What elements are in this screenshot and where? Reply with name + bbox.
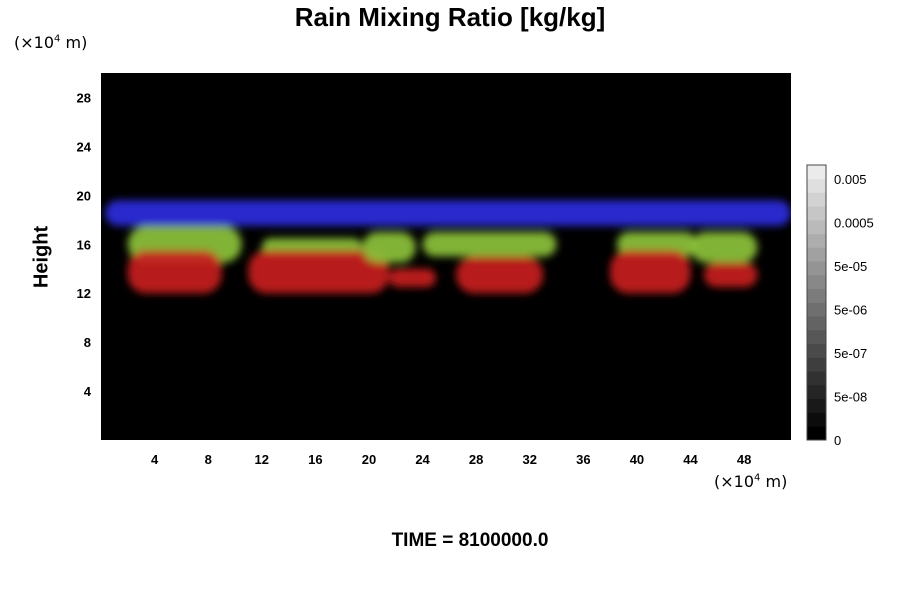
y-tick-label: 28 bbox=[77, 90, 91, 105]
x-unit-suffix: m) bbox=[760, 472, 788, 491]
colorbar-swatch bbox=[807, 233, 826, 248]
y-unit-suffix: m) bbox=[60, 33, 88, 52]
y-tick-label: 24 bbox=[77, 139, 92, 154]
red-region-4 bbox=[248, 250, 390, 294]
x-tick-label: 4 bbox=[151, 452, 159, 467]
colorbar-border bbox=[806, 164, 827, 441]
colorbar-swatch bbox=[807, 357, 826, 372]
colorbar-tick-label: 5e-07 bbox=[834, 346, 867, 361]
colorbar-swatch bbox=[807, 302, 826, 317]
x-tick-label: 48 bbox=[737, 452, 751, 467]
y-tick-label: 8 bbox=[84, 335, 91, 350]
colorbar-swatch bbox=[807, 426, 826, 441]
colorbar-swatch bbox=[807, 412, 826, 427]
red-region-10 bbox=[610, 250, 691, 294]
colorbar-swatch bbox=[807, 343, 826, 358]
chart-title: Rain Mixing Ratio [kg/kg] bbox=[294, 2, 606, 32]
y-tick-label: 12 bbox=[77, 286, 91, 301]
colorbar-swatch bbox=[807, 206, 826, 221]
y-tick-label: 16 bbox=[77, 237, 91, 252]
colorbar-swatch bbox=[807, 385, 826, 400]
green-region-11 bbox=[690, 232, 758, 263]
colorbar-swatch bbox=[807, 398, 826, 413]
green-region-7 bbox=[422, 232, 557, 257]
colorbar-tick-label: 0 bbox=[834, 433, 841, 448]
y-unit-prefix: (×10 bbox=[14, 33, 55, 52]
colorbar-swatch bbox=[807, 247, 826, 262]
red-region-6 bbox=[389, 268, 436, 288]
x-tick-label: 12 bbox=[255, 452, 269, 467]
x-tick-label: 28 bbox=[469, 452, 483, 467]
x-tick-label: 8 bbox=[205, 452, 212, 467]
colorbar-swatch bbox=[807, 316, 826, 331]
blue-region-0 bbox=[105, 200, 791, 226]
colorbar-tick-label: 5e-06 bbox=[834, 303, 867, 318]
colorbar-swatch bbox=[807, 220, 826, 235]
red-region-8 bbox=[456, 256, 544, 294]
x-tick-label: 32 bbox=[523, 452, 537, 467]
x-axis-unit: (×104 m) bbox=[714, 472, 787, 491]
x-unit-exponent: 4 bbox=[754, 472, 761, 484]
colorbar-swatch bbox=[807, 165, 826, 180]
x-tick-label: 44 bbox=[683, 452, 698, 467]
x-tick-label: 20 bbox=[362, 452, 376, 467]
y-axis-unit: (×104 m) bbox=[14, 33, 87, 52]
colorbar: 0.005 0.0005 5e-05 5e-06 5e-07 5e-08 0 bbox=[806, 164, 874, 448]
time-label: TIME = 8100000.0 bbox=[391, 530, 549, 551]
colorbar-tick-label: 5e-08 bbox=[834, 390, 867, 405]
red-region-2 bbox=[127, 250, 222, 294]
red-region-12 bbox=[703, 262, 758, 288]
colorbar-swatch bbox=[807, 288, 826, 303]
x-tick-label: 40 bbox=[630, 452, 644, 467]
colorbar-swatch bbox=[807, 261, 826, 276]
colorbar-swatch bbox=[807, 178, 826, 193]
colorbar-swatch bbox=[807, 371, 826, 386]
colorbar-swatch bbox=[807, 275, 826, 290]
colorbar-tick-label: 5e-05 bbox=[834, 259, 867, 274]
x-tick-label: 16 bbox=[308, 452, 322, 467]
y-unit-exponent: 4 bbox=[54, 33, 61, 45]
x-tick-label: 24 bbox=[415, 452, 430, 467]
y-tick-label: 4 bbox=[84, 384, 92, 399]
green-region-5 bbox=[362, 232, 416, 263]
y-tick-label: 20 bbox=[77, 188, 91, 203]
colorbar-swatch bbox=[807, 192, 826, 207]
x-tick-label: 36 bbox=[576, 452, 590, 467]
colorbar-swatch bbox=[807, 330, 826, 345]
colorbar-tick-label: 0.005 bbox=[834, 172, 867, 187]
colorbar-tick-label: 0.0005 bbox=[834, 216, 874, 231]
x-unit-prefix: (×10 bbox=[714, 472, 755, 491]
